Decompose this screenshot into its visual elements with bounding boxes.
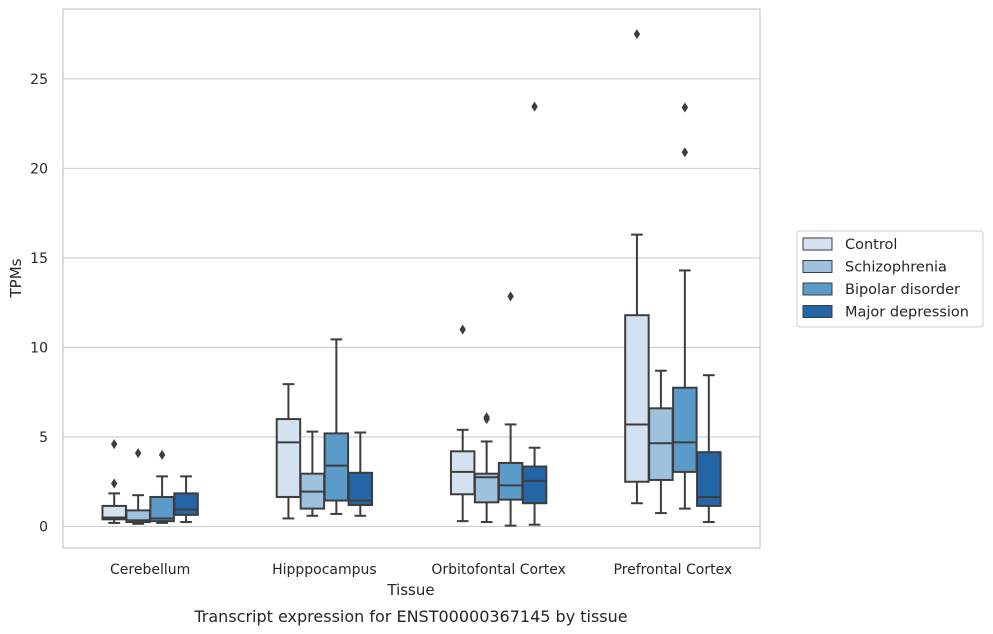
y-tick-label: 10: [30, 340, 48, 356]
x-tick-label: Orbitofontal Cortex: [431, 562, 566, 578]
box-group: [696, 374, 722, 524]
legend-label: Bipolar disorder: [845, 282, 960, 298]
box-iqr: [347, 471, 374, 507]
chart-caption: Transcript expression for ENST0000036714…: [193, 607, 627, 626]
outlier-point: [681, 102, 689, 113]
legend-label: Schizophrenia: [845, 260, 947, 276]
outlier-point: [459, 324, 466, 335]
plot-border: [62, 8, 761, 549]
y-axis-ticks: 0 5 10 15 20 25: [30, 72, 48, 536]
outlier-point: [507, 291, 514, 302]
outlier-point: [110, 478, 118, 489]
box-group: [173, 475, 199, 524]
box-group: [624, 29, 650, 505]
boxes-layer: [101, 29, 722, 527]
outlier-point: [158, 449, 166, 460]
legend-label: Major depression: [845, 305, 969, 321]
x-axis-ticks: Cerebellum Hipppocampus Orbitofontal Corte…: [110, 562, 732, 578]
legend-swatch: [802, 282, 833, 296]
box-group: [497, 291, 524, 527]
box-group: [648, 369, 674, 515]
legend: Control Schizophrenia Bipolar disorder Majo…: [796, 230, 984, 328]
box-group: [672, 102, 698, 510]
x-tick-label: Prefrontal Cortex: [614, 562, 733, 578]
y-tick-label: 0: [39, 520, 48, 536]
box-iqr: [521, 465, 548, 505]
box-iqr: [497, 461, 524, 501]
legend-label: Control: [845, 237, 897, 253]
box-group: [347, 431, 374, 517]
box-group: [449, 324, 476, 523]
y-tick-label: 5: [39, 430, 48, 446]
box-iqr: [672, 386, 698, 473]
box-group: [323, 338, 350, 515]
box-iqr: [173, 492, 199, 516]
box-iqr: [624, 314, 650, 483]
box-group: [101, 439, 127, 524]
x-tick-label: Hipppocampus: [272, 562, 377, 578]
box-group: [275, 383, 302, 520]
outlier-point: [483, 412, 490, 423]
y-tick-label: 15: [30, 251, 48, 267]
grid-lines: [63, 78, 760, 528]
outlier-point: [134, 448, 142, 459]
legend-frame: [796, 230, 984, 328]
x-tick-label: Cerebellum: [110, 562, 190, 578]
box-iqr: [323, 432, 350, 502]
outlier-point: [531, 101, 538, 112]
y-tick-label: 25: [30, 72, 48, 88]
outlier-point: [633, 29, 641, 40]
outlier-point: [110, 439, 118, 450]
box-group: [521, 101, 548, 526]
legend-swatch: [802, 237, 833, 251]
y-tick-label: 20: [30, 161, 48, 177]
box-iqr: [275, 418, 302, 498]
box-iqr: [696, 451, 722, 507]
x-axis-title: Tissue: [386, 581, 434, 599]
y-axis-title: TPMs: [7, 258, 25, 298]
legend-swatch: [802, 260, 833, 273]
legend-swatch: [802, 305, 833, 318]
outlier-point: [681, 147, 689, 158]
